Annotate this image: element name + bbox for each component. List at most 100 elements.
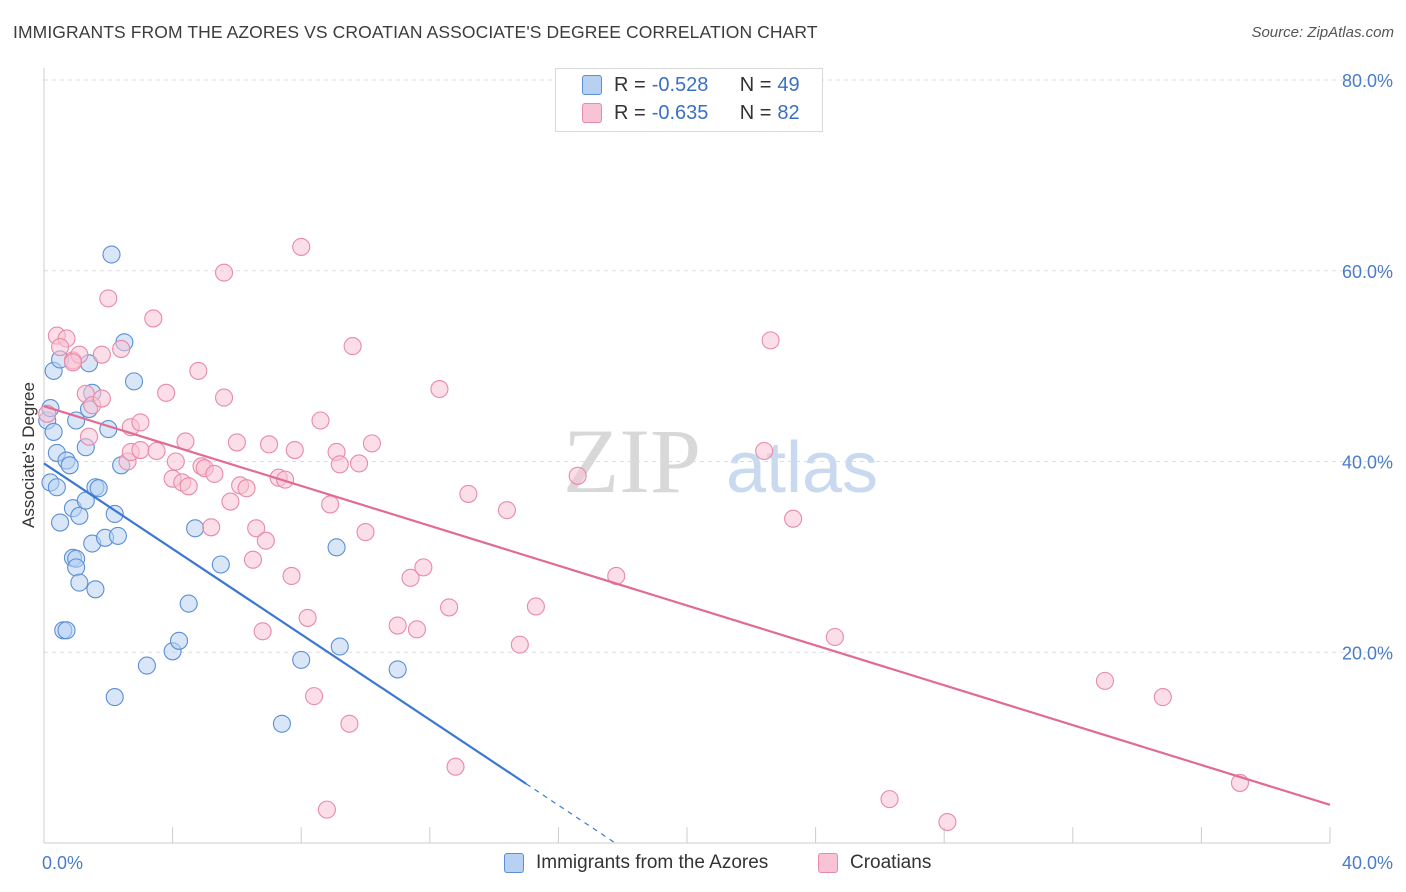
croatians-point	[356, 523, 375, 542]
croatians-point	[214, 388, 234, 407]
croatians-point	[330, 455, 349, 474]
croatians-trendline	[43, 405, 1331, 806]
croatians-point	[430, 379, 449, 399]
croatians-point	[407, 620, 426, 639]
croatians-point	[446, 757, 465, 776]
azores-point	[388, 660, 407, 679]
series-legend: Immigrants from the Azores Croatians	[0, 852, 1406, 878]
croatians-point	[510, 635, 529, 654]
legend-item-azores[interactable]: Immigrants from the Azores	[504, 852, 768, 874]
y-tick-label: 80.0%	[1342, 71, 1393, 91]
y-tick-label: 60.0%	[1342, 262, 1393, 282]
legend-label: Croatians	[850, 852, 932, 873]
croatians-point	[401, 568, 420, 587]
croatians-point	[214, 263, 234, 282]
croatians-point	[189, 361, 208, 380]
croatians-point	[256, 531, 275, 550]
croatians-point	[825, 627, 844, 647]
azores-trendline-extension	[525, 783, 617, 845]
r-value: -0.635	[651, 101, 709, 124]
croatians-swatch	[818, 853, 838, 873]
croatians-point	[259, 435, 279, 454]
croatians-point	[938, 812, 957, 832]
croatians-point	[459, 484, 478, 503]
croatians-point	[285, 441, 304, 460]
croatians-point	[227, 433, 246, 452]
legend-item-croatians[interactable]: Croatians	[818, 852, 931, 874]
croatians-point	[131, 413, 150, 432]
croatians-point	[202, 518, 221, 537]
croatians-point	[1095, 671, 1114, 690]
azores-point	[89, 479, 108, 498]
n-value: 82	[777, 101, 800, 124]
n-label: N =	[739, 73, 772, 96]
croatians-point	[526, 597, 545, 616]
croatians-point	[112, 339, 131, 359]
azores-point	[327, 538, 346, 557]
azores-point	[169, 631, 189, 650]
azores-point	[86, 580, 105, 599]
croatians-point	[144, 309, 163, 328]
azores-point	[292, 650, 311, 669]
croatians-point	[350, 454, 369, 473]
azores-point	[211, 555, 230, 574]
croatians-point	[305, 687, 324, 706]
azores-point	[51, 513, 70, 532]
source-label: Source: ZipAtlas.com	[1251, 24, 1394, 41]
croatians-point	[51, 337, 70, 357]
croatians-point	[237, 479, 256, 498]
croatians-point	[131, 441, 150, 460]
azores-point	[70, 506, 89, 525]
croatians-point	[147, 441, 166, 461]
azores-point	[272, 714, 291, 733]
croatians-point	[99, 289, 118, 308]
azores-point	[108, 526, 127, 545]
croatians-point	[497, 501, 517, 520]
azores-point	[67, 558, 86, 577]
croatians-point	[243, 550, 263, 569]
croatians-point	[388, 616, 407, 635]
croatians-point	[282, 566, 301, 586]
azores-point	[47, 478, 66, 497]
croatians-point	[414, 558, 433, 577]
croatians-point	[276, 470, 295, 489]
stats-legend: R = -0.528 N = 49 R = -0.635 N = 82	[555, 68, 823, 132]
croatians-point	[79, 427, 99, 446]
y-tick-label: 40.0%	[1342, 453, 1393, 473]
croatians-point	[92, 389, 111, 408]
croatians-point	[205, 464, 224, 483]
x-tick-label: 40.0%	[1342, 853, 1393, 873]
azores-swatch	[504, 853, 524, 873]
croatians-point	[247, 519, 266, 538]
r-value: -0.528	[651, 73, 709, 96]
croatians-point	[880, 790, 899, 809]
croatians-point	[63, 353, 82, 372]
azores-point	[67, 411, 86, 430]
azores-point	[179, 594, 198, 613]
watermark-atlas: atlas	[726, 428, 878, 508]
chart-title: IMMIGRANTS FROM THE AZORES VS CROATIAN A…	[13, 22, 818, 42]
croatians-point	[292, 237, 311, 256]
croatians-point	[221, 492, 240, 511]
croatians-point	[340, 714, 359, 733]
croatians-point	[311, 411, 330, 430]
azores-point	[57, 621, 76, 640]
croatians-point	[166, 452, 185, 471]
legend-label: Immigrants from the Azores	[536, 852, 769, 873]
croatians-point	[362, 434, 381, 453]
r-label: R =	[614, 101, 646, 124]
azores-point	[105, 688, 124, 707]
croatians-point	[253, 622, 272, 641]
croatians-point	[321, 495, 340, 514]
croatians-point	[343, 337, 362, 356]
croatians-point	[298, 608, 317, 627]
azores-point	[60, 456, 79, 475]
azores-point	[70, 573, 89, 592]
azores-point	[105, 504, 124, 524]
croatians-point	[755, 441, 774, 461]
stats-row-croatians: R = -0.635 N = 82	[582, 100, 800, 126]
croatians-point	[440, 598, 459, 617]
croatians-swatch	[582, 103, 602, 123]
croatians-point	[1153, 688, 1172, 707]
